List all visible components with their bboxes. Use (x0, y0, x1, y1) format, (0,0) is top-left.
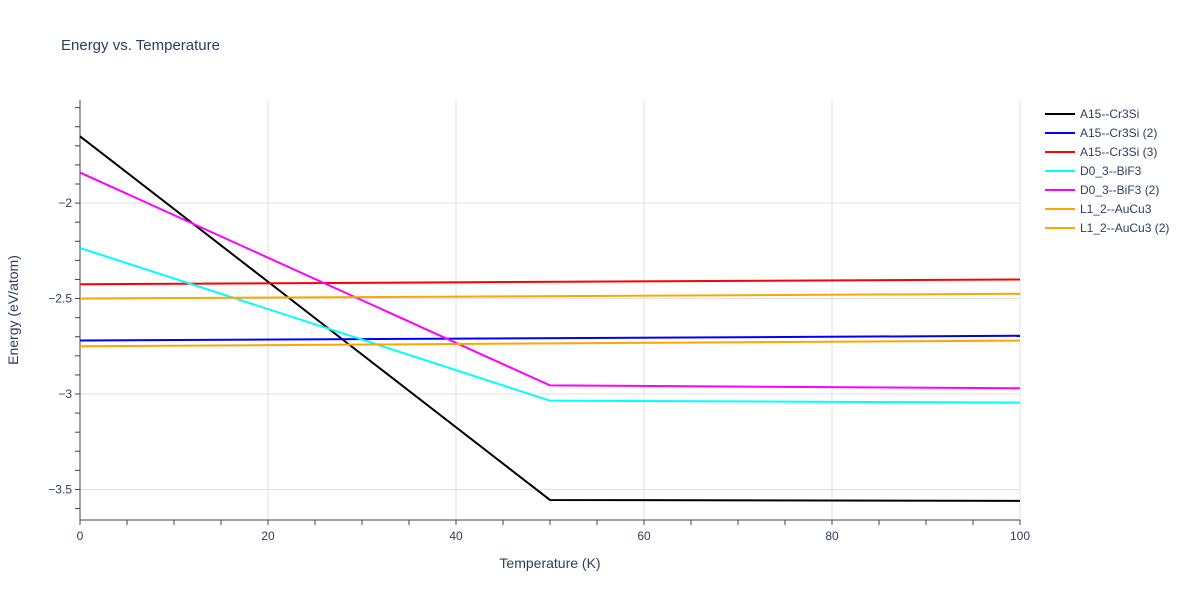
series-line-a15-cr3si-2- (79, 334, 1021, 342)
tick-labels: 0 20 40 60 80 100 −2 −2.5 −3 −3.5 (48, 196, 1030, 543)
legend-item[interactable]: L1_2--AuCu3 (1045, 202, 1152, 216)
legend-item[interactable]: A15--Cr3Si (2) (1045, 126, 1157, 140)
series-line-l1-2-aucu3 (79, 292, 1021, 300)
axes (75, 100, 1021, 525)
legend-label: A15--Cr3Si (2) (1080, 126, 1157, 140)
x-tick-label: 0 (77, 529, 84, 543)
series-line-a15-cr3si-3- (79, 278, 1021, 286)
legend-item[interactable]: A15--Cr3Si (1045, 107, 1139, 121)
x-tick-label: 100 (1010, 529, 1030, 543)
y-tick-label: −2 (58, 196, 72, 210)
y-tick-label: −3.5 (48, 482, 72, 496)
series-lines (79, 135, 1021, 502)
y-axis-title: Energy (eV/atom) (5, 255, 21, 365)
series-line-d0-3-bif3-2- (79, 171, 1021, 390)
series-line-a15-cr3si (79, 135, 1021, 502)
legend[interactable]: A15--Cr3Si A15--Cr3Si (2) A15--Cr3Si (3) D0… (1045, 107, 1169, 235)
legend-label: L1_2--AuCu3 (1080, 202, 1152, 216)
x-tick-label: 60 (637, 529, 651, 543)
legend-label: A15--Cr3Si (1080, 107, 1139, 121)
legend-item[interactable]: D0_3--BiF3 (1045, 164, 1142, 178)
x-axis-title: Temperature (K) (499, 555, 600, 571)
chart-title: Energy vs. Temperature (61, 37, 220, 54)
legend-item[interactable]: L1_2--AuCu3 (2) (1045, 221, 1169, 235)
legend-item[interactable]: A15--Cr3Si (3) (1045, 145, 1157, 159)
y-tick-label: −2.5 (48, 292, 72, 306)
x-tick-label: 40 (449, 529, 463, 543)
grid (80, 100, 1021, 520)
x-tick-label: 80 (825, 529, 839, 543)
y-tick-label: −3 (58, 387, 72, 401)
legend-label: D0_3--BiF3 (2) (1080, 183, 1159, 197)
series-line-l1-2-aucu3-2- (79, 339, 1021, 348)
x-tick-label: 20 (261, 529, 275, 543)
legend-label: A15--Cr3Si (3) (1080, 145, 1157, 159)
legend-label: D0_3--BiF3 (1080, 164, 1142, 178)
legend-label: L1_2--AuCu3 (2) (1080, 221, 1169, 235)
legend-item[interactable]: D0_3--BiF3 (2) (1045, 183, 1159, 197)
series-line-d0-3-bif3 (79, 247, 1021, 404)
